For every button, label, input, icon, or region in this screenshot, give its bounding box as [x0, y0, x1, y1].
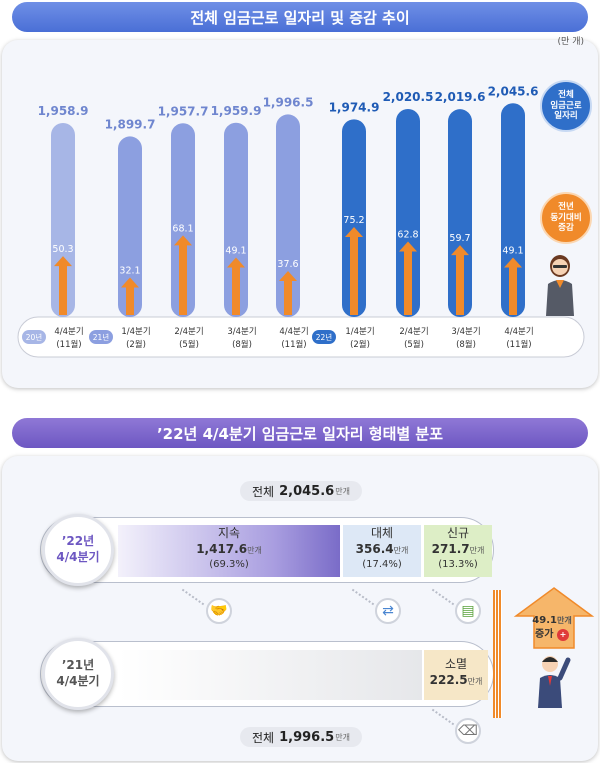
total-value-label: 1,899.7 [105, 117, 156, 131]
increase-stripe [493, 590, 502, 718]
people-swap-icon: ⇄ [375, 598, 401, 624]
new-document-icon: ▤ [455, 598, 481, 624]
month-tick-label: (8월) [232, 339, 252, 350]
month-tick-label: (2월) [126, 339, 146, 350]
total-bar [118, 136, 142, 317]
month-tick-label: (8월) [456, 339, 476, 350]
quarter-tick-label: 4/4분기 [504, 327, 533, 337]
change-value-label: 49.1 [225, 246, 246, 257]
year-badge [312, 330, 336, 344]
month-tick-label: (11월) [506, 339, 531, 350]
total-value-label: 2,045.6 [488, 84, 539, 98]
quarter-tick-label: 1/4분기 [121, 327, 150, 337]
change-arrow [54, 256, 72, 315]
total-bar [501, 103, 525, 317]
total-bar [396, 108, 420, 318]
quarter-tick-label: 4/4분기 [54, 327, 83, 337]
total-value-label: 1,958.9 [38, 104, 89, 118]
month-tick-label: (11월) [56, 339, 81, 350]
change-value-label: 37.6 [277, 259, 298, 270]
year-badge [89, 330, 113, 344]
year-badge-2022: ’22년 4/4분기 [42, 514, 114, 586]
legend-total-jobs: 전체 임금근로 일자리 [540, 80, 592, 132]
year-label: 22년 [316, 332, 333, 342]
distribution-panel [2, 456, 598, 761]
change-arrow [504, 257, 522, 315]
total-bar [448, 109, 472, 317]
change-value-label: 75.2 [343, 215, 364, 226]
section2-title: ’22년 4/4분기 임금근로 일자리 형태별 분포 [12, 418, 588, 448]
increase-arrow-icon [513, 587, 595, 649]
quarter-tick-label: 3/4분기 [227, 327, 256, 337]
quarter-tick-label: 2/4분기 [174, 327, 203, 337]
change-arrow [399, 241, 417, 315]
segment-2021-base [118, 650, 422, 700]
quarter-tick-label: 3/4분기 [451, 327, 480, 337]
total-bar [342, 119, 366, 317]
change-value-label: 62.8 [397, 230, 418, 241]
total-2021: 전체 1,996.5 만개 [240, 727, 362, 747]
increase-label: 49.1만개 증가 + [532, 615, 572, 641]
month-tick-label: (11월) [281, 339, 306, 350]
segment-replace: 대체 356.4만개 (17.4%) [343, 525, 421, 577]
total-value-label: 2,019.6 [435, 90, 486, 104]
total-value-label: 1,996.5 [263, 95, 314, 109]
segment-extinct: 소멸 222.5만개 [424, 650, 488, 700]
bar-chart: 1,958.9 50.3 4/4분기 (11월) 1,899.7 32.1 1/4분기 (2월… [17, 84, 585, 358]
change-value-label: 59.7 [449, 233, 470, 244]
total-value-label: 1,974.9 [329, 100, 380, 114]
total-bar [51, 122, 75, 318]
total-value-label: 1,957.7 [158, 104, 209, 118]
quarter-tick-label: 4/4분기 [279, 327, 308, 337]
change-arrow [451, 245, 469, 315]
change-arrow [121, 277, 139, 315]
change-arrow [345, 227, 363, 315]
presenter-woman-illustration [546, 255, 574, 316]
year-badge [22, 330, 46, 344]
legend-yoy-change: 전년 동기대비 증감 [540, 192, 592, 244]
quarter-tick-label: 1/4분기 [345, 327, 374, 337]
total-value-label: 2,020.5 [383, 90, 434, 104]
total-bar [276, 114, 300, 317]
total-value-label: 1,959.9 [211, 104, 262, 118]
total-bar [224, 122, 248, 317]
change-value-label: 50.3 [52, 244, 73, 255]
removed-document-icon: ⌫ [455, 718, 481, 744]
year-label: 20년 [26, 332, 43, 342]
segment-continue: 지속 1,417.6만개 (69.3%) [118, 525, 340, 577]
handshake-icon: 🤝 [206, 598, 232, 624]
unit-label: (만 개) [557, 37, 584, 47]
change-value-label: 68.1 [172, 223, 193, 234]
segment-new: 신규 271.7만개 (13.3%) [424, 525, 492, 577]
change-arrow [174, 235, 192, 315]
year-label: 21년 [93, 332, 110, 342]
month-tick-label: (5월) [179, 339, 199, 350]
change-arrow [227, 257, 245, 315]
change-value-label: 49.1 [502, 246, 523, 257]
month-tick-label: (2월) [350, 339, 370, 350]
quarter-axis-strip [17, 316, 585, 358]
change-arrow [279, 271, 297, 315]
month-tick-label: (5월) [404, 339, 424, 350]
section1-title: 전체 임금근로 일자리 및 증감 추이 [12, 2, 588, 32]
year-badge-2021: ’21년 4/4분기 [42, 638, 114, 710]
cheering-man-illustration [538, 656, 571, 708]
quarter-tick-label: 2/4분기 [399, 327, 428, 337]
total-bar [171, 123, 195, 317]
change-value-label: 32.1 [119, 265, 140, 276]
total-2022: 전체 2,045.6 만개 [240, 481, 362, 501]
